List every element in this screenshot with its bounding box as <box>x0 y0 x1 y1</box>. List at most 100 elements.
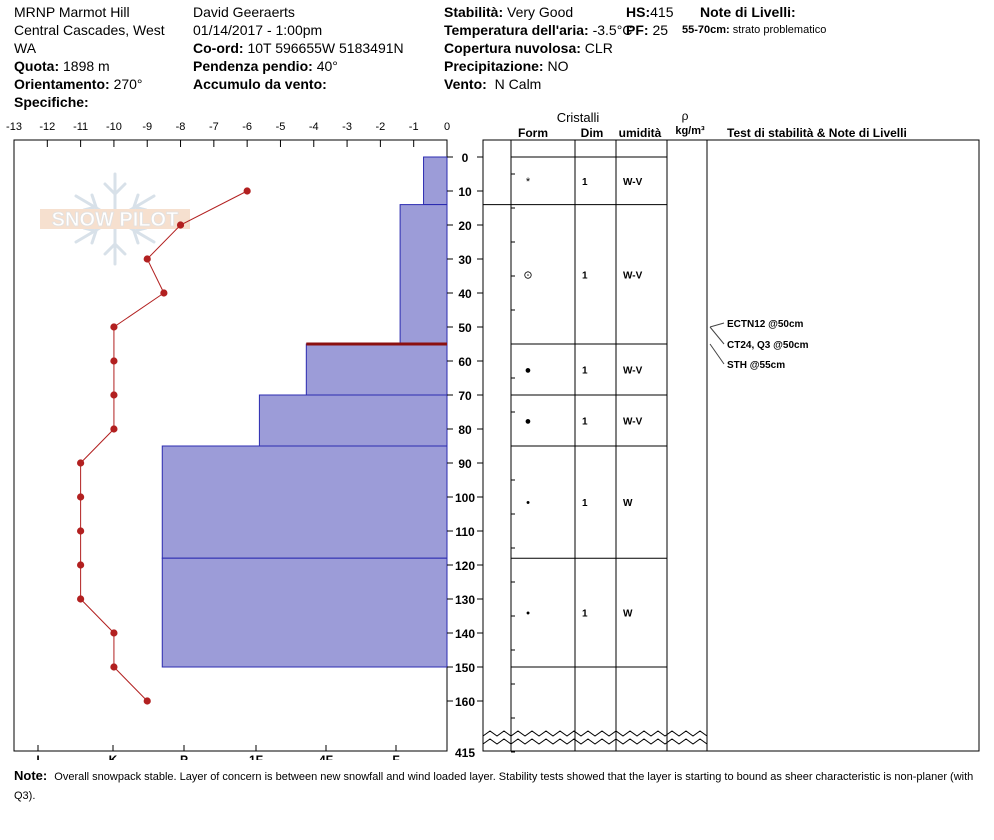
layer-form: ⊙ <box>523 269 532 281</box>
break-zigzag <box>482 730 708 745</box>
temperature-point <box>143 697 151 705</box>
layer-size: 1 <box>582 177 588 188</box>
clouds: Copertura nuvolosa: CLR <box>444 40 613 56</box>
test-leader <box>709 343 725 365</box>
table-rows: * 1 W-V ⊙ 1 W-V ● 1 W-V ● 1 W-V • 1 W • 1 W <box>483 156 667 668</box>
temp-tick-label: -3 <box>342 121 352 133</box>
hardness-bar <box>423 156 448 206</box>
layer-form: ● <box>525 416 532 428</box>
location-line2: Central Cascades, West <box>14 22 165 38</box>
hardness-tick-label: F <box>392 753 399 760</box>
observer: David Geeraerts <box>193 4 295 20</box>
depth-tick-label: 20 <box>458 219 472 233</box>
pf-label: PF: <box>626 22 649 38</box>
depth-tick-label: 60 <box>458 355 472 369</box>
col-form: Form <box>518 126 548 140</box>
depth-tick-label: 120 <box>455 559 475 573</box>
hardness-ticks: I K P 1F 4F F <box>36 745 400 760</box>
slope: Pendenza pendio: 40° <box>193 58 338 74</box>
col-moisture: umidità <box>619 126 662 140</box>
layer-size: 1 <box>582 366 588 377</box>
hs-value: 415 <box>650 4 674 20</box>
hardness-tick-label: K <box>109 753 118 760</box>
datetime: 01/14/2017 - 1:00pm <box>193 22 323 38</box>
layer-notes-label: Note di Livelli: <box>700 4 796 20</box>
temp-tick-label: 0 <box>444 121 450 133</box>
depth-tick-label: 100 <box>455 491 475 505</box>
col-size: Dim <box>581 126 604 140</box>
layer-size: 1 <box>582 270 588 281</box>
layer-moisture: W <box>623 498 633 509</box>
precip-label: Precipitazione: <box>444 58 544 74</box>
layer-note: 55-70cm: strato problematico <box>682 24 826 37</box>
temp-tick-label: -7 <box>209 121 219 133</box>
table-frame <box>482 139 980 752</box>
layer-table: Cristalli Form Dim umidità ρ kg/m³ Test … <box>482 109 980 752</box>
temperature-point <box>77 459 85 467</box>
temperature-point <box>110 629 118 637</box>
test-label: ECTN12 @50cm <box>727 319 804 330</box>
col-tests: Test di stabilità & Note di Livelli <box>727 126 907 140</box>
layer-note-range: 55-70cm: <box>682 24 730 36</box>
layer-size: 1 <box>582 417 588 428</box>
depth-tick-label: 130 <box>455 593 475 607</box>
slope-label: Pendenza pendio: <box>193 58 313 74</box>
specifics-label: Specifiche: <box>14 94 89 110</box>
stability: Stabilità: Very Good <box>444 4 573 20</box>
air-temp-value: -3.5°C <box>592 22 633 38</box>
coord-value: 10T 596655W 5183491N <box>247 40 404 56</box>
coord-label: Co-ord: <box>193 40 244 56</box>
temperature-point <box>143 255 151 263</box>
temp-tick-label: -10 <box>106 121 122 133</box>
hardness-tick-label: P <box>180 753 188 760</box>
elevation: Quota: 1898 m <box>14 58 110 74</box>
temp-tick-label: -13 <box>6 121 22 133</box>
layer-moisture: W-V <box>623 366 643 377</box>
aspect-value: 270° <box>113 76 143 92</box>
hardness-tick-label: 4F <box>319 753 333 760</box>
temperature-point <box>110 323 118 331</box>
depth-tick-label: 150 <box>455 661 475 675</box>
temp-tick-label: -9 <box>142 121 152 133</box>
temperature-point <box>77 493 85 501</box>
depth-tick-label: 160 <box>455 695 475 709</box>
note-text: Overall snowpack stable. Layer of concer… <box>14 771 974 802</box>
layer-size: 1 <box>582 498 588 509</box>
temperature-point <box>110 357 118 365</box>
temp-tick-label: -5 <box>276 121 286 133</box>
layer-moisture: W-V <box>623 270 643 281</box>
col-density-symbol: ρ <box>682 109 689 123</box>
temperature-point <box>110 391 118 399</box>
location-line3: WA <box>14 40 37 56</box>
temp-tick-label: -8 <box>176 121 186 133</box>
temperature-point <box>77 561 85 569</box>
air-temp-label: Temperatura dell'aria: <box>444 22 589 38</box>
temp-tick-label: -6 <box>242 121 252 133</box>
clouds-label: Copertura nuvolosa: <box>444 40 581 56</box>
snow-profile-chart: SNOW PILOT -13 -12 -11 -10 -9 -8 -7 -6 -5 -4 -3 -2-… <box>6 109 980 760</box>
depth-axis: 0 10 20 30 40 50 60 70 80 90 100 110 120 130 140 150 160… <box>447 140 515 760</box>
depth-tick-label: 90 <box>458 457 472 471</box>
col-crystals: Cristalli <box>557 110 600 125</box>
note-label: Note: <box>14 768 48 783</box>
layer-form: • <box>526 608 530 620</box>
temperature-line <box>80 190 248 702</box>
aspect: Orientamento: 270° <box>14 76 143 92</box>
temperature-point <box>243 187 251 195</box>
depth-bottom-label: 415 <box>455 746 475 760</box>
clouds-value: CLR <box>584 40 613 56</box>
layer-moisture: W-V <box>623 177 643 188</box>
penetration: PF: 25 <box>626 22 668 38</box>
depth-tick-label: 30 <box>458 253 472 267</box>
coordinates: Co-ord: 10T 596655W 5183491N <box>193 40 404 56</box>
layer-note-text: strato problematico <box>732 24 827 36</box>
stability-label: Stabilità: <box>444 4 504 20</box>
depth-tick-label: 40 <box>458 287 472 301</box>
slope-value: 40° <box>316 58 338 74</box>
snowpilot-watermark: SNOW PILOT <box>40 172 190 266</box>
hardness-bar <box>305 343 448 396</box>
precip-value: NO <box>547 58 569 74</box>
test-leader <box>709 322 725 328</box>
hardness-tick-label: I <box>36 753 39 760</box>
hardness-tick-label: 1F <box>249 753 263 760</box>
